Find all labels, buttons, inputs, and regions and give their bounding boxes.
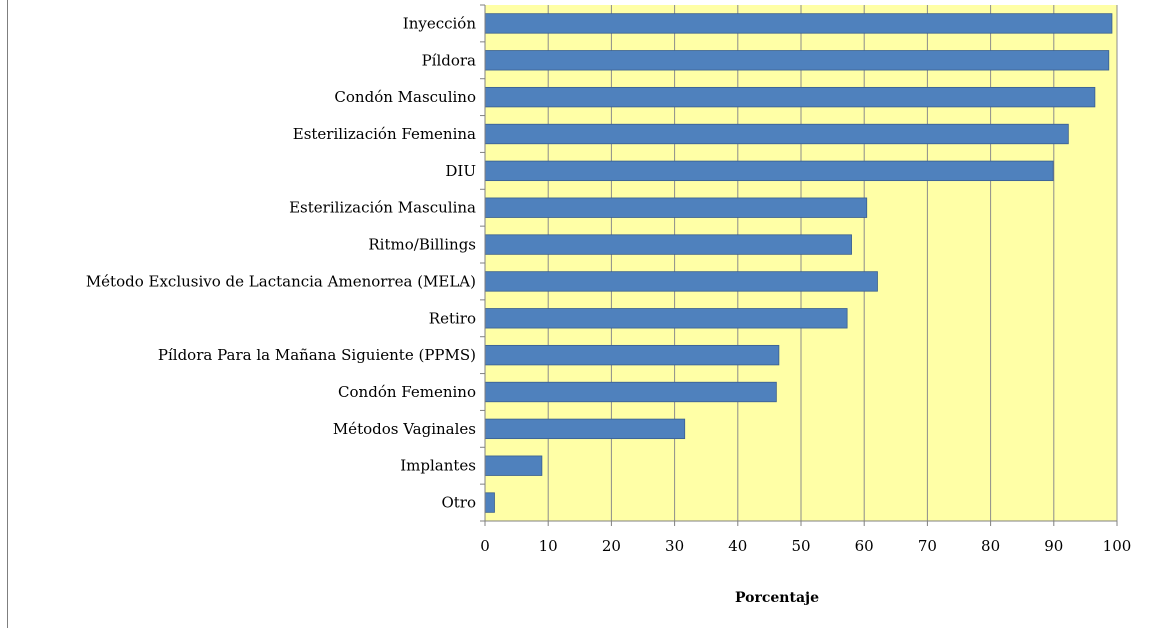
bar	[484, 455, 543, 476]
bar	[484, 197, 868, 218]
x-axis-title: Porcentaje	[735, 590, 819, 606]
bars	[484, 13, 1113, 513]
bar	[484, 123, 1069, 145]
x-tick-label: 90	[1044, 537, 1063, 555]
category-label: Píldora Para la Mañana Siguiente (PPMS)	[158, 346, 476, 364]
category-labels: Inyección Píldora Condón Masculino Esterili…	[86, 14, 477, 511]
category-label: Otro	[441, 494, 476, 512]
frame-left-border	[7, 0, 8, 628]
category-label: Condón Femenino	[338, 383, 476, 401]
x-tick-label: 20	[602, 537, 621, 555]
category-label: Retiro	[429, 309, 476, 327]
category-label: Método Exclusivo de Lactancia Amenorrea …	[86, 272, 476, 290]
x-tick-label: 100	[1103, 537, 1132, 555]
bar	[484, 308, 848, 329]
x-tick-label: 40	[728, 537, 747, 555]
bar	[484, 344, 780, 366]
bar	[484, 13, 1113, 34]
bar	[484, 86, 1096, 108]
category-label: Condón Masculino	[334, 88, 476, 106]
category-label: Píldora	[422, 51, 476, 69]
x-tick-labels: 0 10 20 30 40 50 60 70 80 90 100	[480, 537, 1131, 555]
x-tick-label: 60	[855, 537, 874, 555]
bar	[484, 492, 495, 513]
category-label: Esterilización Masculina	[289, 199, 476, 217]
category-label: DIU	[445, 162, 476, 180]
bar	[484, 160, 1054, 182]
bar	[484, 271, 878, 292]
category-label: Inyección	[403, 14, 477, 32]
axes	[480, 4, 1118, 526]
x-tick-label: 0	[480, 537, 490, 555]
category-label: Métodos Vaginales	[333, 420, 476, 438]
bar	[484, 381, 777, 403]
category-label: Implantes	[400, 457, 476, 475]
x-tick-label: 10	[539, 537, 558, 555]
x-tick-label: 30	[665, 537, 684, 555]
x-tick-label: 70	[918, 537, 937, 555]
x-tick-label: 80	[981, 537, 1000, 555]
bar	[484, 418, 686, 440]
x-tick-label: 50	[791, 537, 810, 555]
bar	[484, 50, 1110, 71]
category-label: Esterilización Femenina	[293, 125, 476, 143]
bar	[484, 234, 852, 255]
category-label: Ritmo/Billings	[368, 236, 476, 254]
